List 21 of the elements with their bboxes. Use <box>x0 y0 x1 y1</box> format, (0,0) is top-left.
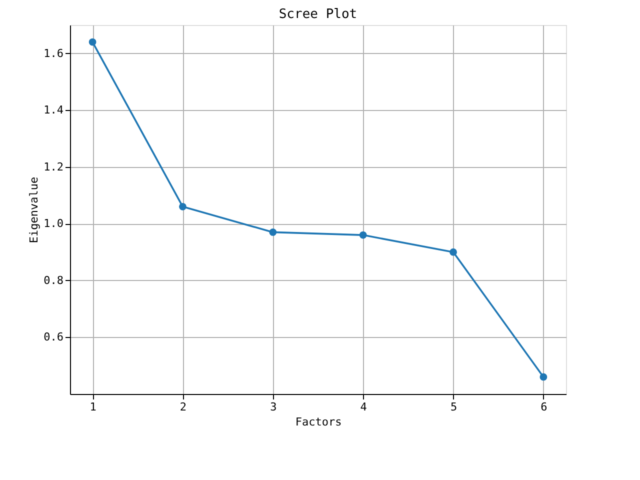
point <box>88 38 96 46</box>
y-axis-title: Eigenvalue <box>28 176 41 244</box>
x-tick-label: 6 <box>540 400 548 414</box>
point <box>359 231 367 239</box>
point <box>540 373 548 381</box>
x-tick-label: 3 <box>270 400 277 414</box>
y-tick-label: 0.6 <box>44 330 64 344</box>
x-tick-label: 5 <box>450 400 458 414</box>
x-tick-label: 1 <box>90 400 96 414</box>
point <box>269 228 277 236</box>
x-tick-label: 4 <box>360 400 368 414</box>
chart-title: Scree Plot <box>278 7 358 22</box>
y-tick-label: 1.4 <box>44 104 64 117</box>
y-tick-label: 1.6 <box>44 46 64 60</box>
point <box>450 248 457 256</box>
x-axis-title: Factors <box>295 416 342 428</box>
y-tick-label: 0.8 <box>44 274 64 287</box>
point <box>179 202 186 210</box>
y-tick-label: 1.2 <box>44 160 64 174</box>
y-tick-label: 1.0 <box>44 217 64 230</box>
x-tick-label: 2 <box>180 400 187 414</box>
